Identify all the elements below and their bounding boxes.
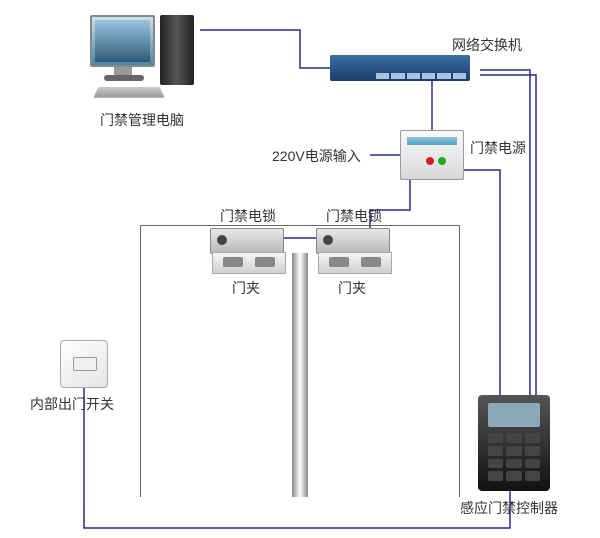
door-assembly [140, 225, 460, 497]
switch-ports-icon [376, 73, 466, 79]
controller-screen-icon [488, 403, 540, 427]
monitor-icon [90, 15, 155, 67]
management-computer [90, 15, 200, 105]
clamp-left-label: 门夹 [232, 278, 260, 298]
door-clamp-left [212, 252, 286, 274]
keyboard-icon [93, 87, 164, 98]
controller-keypad-icon [488, 433, 540, 481]
electric-lock-left [210, 228, 284, 254]
monitor-base [104, 75, 144, 81]
door-center-rail [292, 253, 308, 497]
computer-label: 门禁管理电脑 [100, 110, 184, 130]
psu-input-label: 220V电源输入 [272, 146, 361, 166]
access-power-supply [400, 130, 464, 180]
switch-label: 网络交换机 [452, 35, 522, 55]
psu-label: 门禁电源 [470, 138, 526, 158]
exit-button-switch [60, 340, 108, 388]
access-controller [478, 395, 550, 491]
exitbtn-label: 内部出门开关 [30, 394, 114, 414]
pc-tower-icon [160, 15, 194, 85]
clamp-right-label: 门夹 [338, 278, 366, 298]
electric-lock-right [316, 228, 390, 254]
elock-right-label: 门禁电锁 [326, 206, 382, 226]
door-clamp-right [318, 252, 392, 274]
controller-label: 感应门禁控制器 [460, 498, 558, 518]
elock-left-label: 门禁电锁 [220, 206, 276, 226]
network-switch [330, 55, 470, 81]
